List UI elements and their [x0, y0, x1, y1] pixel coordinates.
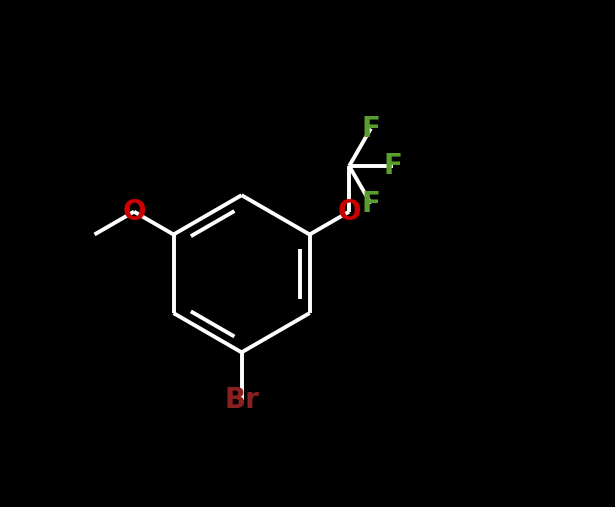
Text: F: F	[383, 152, 402, 180]
Text: F: F	[362, 190, 380, 218]
Text: O: O	[338, 198, 361, 226]
Text: F: F	[362, 115, 380, 142]
Text: O: O	[122, 198, 146, 226]
Text: Br: Br	[224, 386, 259, 414]
